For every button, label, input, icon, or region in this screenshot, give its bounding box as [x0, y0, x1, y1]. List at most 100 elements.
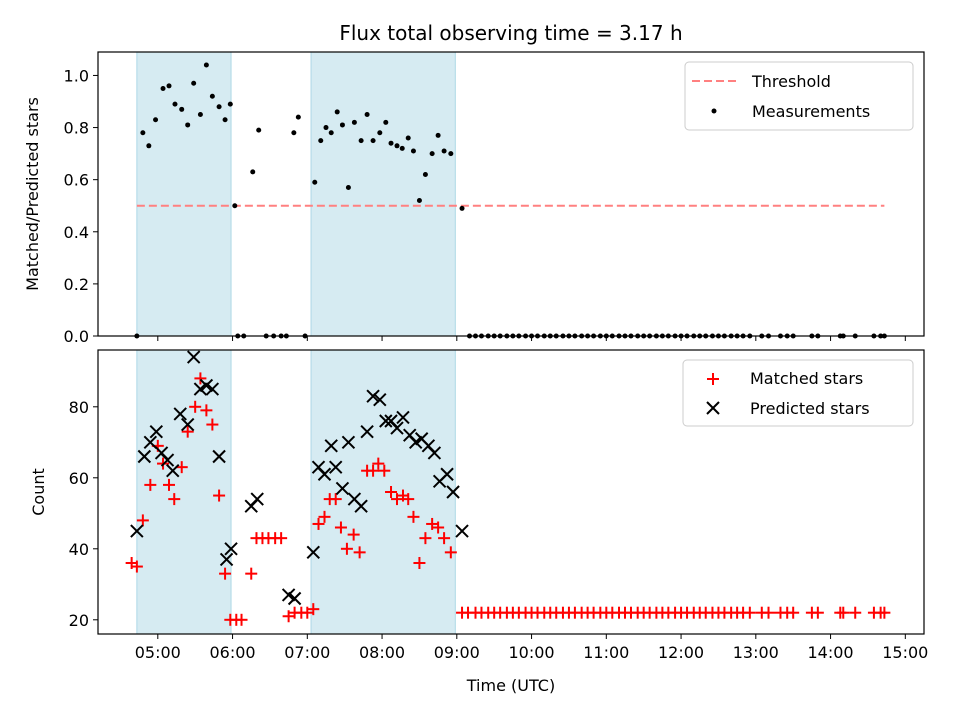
bottom-axes-frame: [97, 349, 925, 635]
x-stroke-b: [137, 449, 152, 464]
measurement-point: [383, 119, 389, 125]
measurement-point: [250, 169, 256, 175]
bottom-x-tick-label: 07:00: [284, 643, 330, 662]
matched-stars-point: [235, 613, 248, 626]
predicted-stars-point: [186, 350, 201, 364]
bottom-x-tick-label: 15:00: [882, 643, 928, 662]
matched-stars-point: [275, 532, 288, 545]
predicted-stars-point: [354, 499, 368, 513]
x-axis-label: Time (UTC): [466, 676, 555, 695]
legend-matched-swatch: [707, 373, 719, 385]
bottom-y-axis-label: Count: [29, 468, 48, 516]
matched-stars-point: [194, 372, 207, 385]
x-stroke-b: [311, 460, 326, 474]
matched-stars-point: [312, 517, 325, 530]
x-stroke-b: [317, 467, 332, 481]
predicted-stars-point: [130, 524, 144, 538]
predicted-stars-point: [408, 435, 423, 450]
measurement-point: [323, 125, 329, 131]
measurement-point: [422, 171, 428, 177]
x-stroke-b: [219, 552, 234, 567]
top-shaded-span: [136, 51, 232, 337]
x-stroke-b: [173, 407, 187, 421]
top-axes-frame: [97, 51, 925, 337]
legend-measurements-swatch: [711, 108, 717, 114]
matched-stars-point: [811, 606, 824, 619]
predicted-stars-point: [427, 446, 442, 460]
measurement-point: [377, 130, 383, 136]
top-y-tick-label: 0.2: [64, 275, 89, 294]
x-stroke-b: [154, 446, 169, 460]
predicted-stars-point: [160, 453, 175, 467]
matched-stars-point: [144, 478, 157, 491]
bottom-y-tick-label: 80: [69, 398, 89, 417]
x-stroke-b: [287, 591, 302, 606]
matched-stars-point: [318, 510, 331, 523]
x-stroke-b: [373, 392, 387, 407]
chart-title: Flux total observing time = 3.17 h: [339, 21, 682, 45]
matched-stars-point: [878, 606, 891, 619]
measurement-point: [256, 127, 262, 133]
x-stroke-b: [180, 417, 195, 432]
matched-stars-point: [175, 461, 188, 474]
bottom-x-tick-label: 10:00: [509, 643, 555, 662]
measurement-point: [339, 122, 345, 128]
matched-stars-point: [245, 567, 258, 580]
measurement-point: [410, 148, 416, 154]
matched-stars-point: [213, 489, 226, 502]
x-stroke-b: [205, 382, 220, 396]
predicted-stars-point: [193, 382, 208, 396]
matched-stars-point: [787, 606, 800, 619]
predicted-stars-point: [137, 449, 152, 464]
top-y-tick-label: 0.6: [64, 171, 89, 190]
matched-stars-point: [353, 546, 366, 559]
predicted-stars-point: [180, 417, 195, 432]
matched-stars-point: [402, 493, 415, 506]
measurement-point: [153, 117, 159, 123]
predicted-stars-point: [335, 481, 350, 496]
top-y-tick-label: 1.0: [64, 66, 89, 85]
measurement-point: [227, 101, 233, 107]
matched-stars-point: [444, 546, 457, 559]
legend-predicted-swatch: [706, 401, 720, 415]
x-stroke-b: [440, 467, 454, 481]
bottom-x-tick-label: 13:00: [733, 643, 779, 662]
measurement-point: [295, 114, 301, 120]
measurement-point: [318, 138, 324, 144]
x-stroke-b: [360, 424, 374, 439]
x-stroke-b: [166, 463, 180, 478]
matched-stars-point: [168, 493, 181, 506]
matched-stars-point: [206, 418, 219, 431]
measurement-point: [216, 104, 222, 110]
measurement-point: [345, 184, 351, 190]
legend-matched-label: Matched stars: [750, 369, 863, 388]
top-shaded-span: [310, 51, 456, 337]
x-stroke-b: [212, 449, 226, 464]
matched-stars-point: [189, 400, 202, 413]
bottom-x-tick-label: 11:00: [583, 643, 629, 662]
predicted-stars-point: [329, 460, 343, 474]
measurement-point: [160, 85, 166, 91]
matched-stars-point: [181, 425, 194, 438]
matched-stars-point: [367, 464, 380, 477]
predicted-stars-point: [324, 439, 338, 453]
predicted-stars-point: [306, 545, 320, 560]
predicted-stars-point: [212, 449, 226, 464]
measurement-point: [222, 117, 228, 123]
matched-stars-point: [413, 557, 426, 569]
matched-stars-point: [378, 464, 391, 477]
top-legend: Threshold Measurements: [684, 61, 914, 131]
predicted-stars-point: [360, 424, 374, 439]
x-stroke-b: [446, 485, 460, 499]
matched-stars-point: [762, 606, 775, 619]
measurement-point: [172, 101, 178, 107]
matched-stars-point: [743, 606, 756, 619]
matched-stars-point: [372, 457, 385, 470]
bottom-legend: Matched stars Predicted stars: [682, 359, 914, 427]
x-stroke-b: [149, 424, 164, 439]
x-stroke-b: [193, 382, 208, 396]
matched-stars-point: [334, 521, 347, 534]
bottom-x-tick-label: 08:00: [359, 643, 405, 662]
bottom-x-tick-label: 14:00: [808, 643, 854, 662]
